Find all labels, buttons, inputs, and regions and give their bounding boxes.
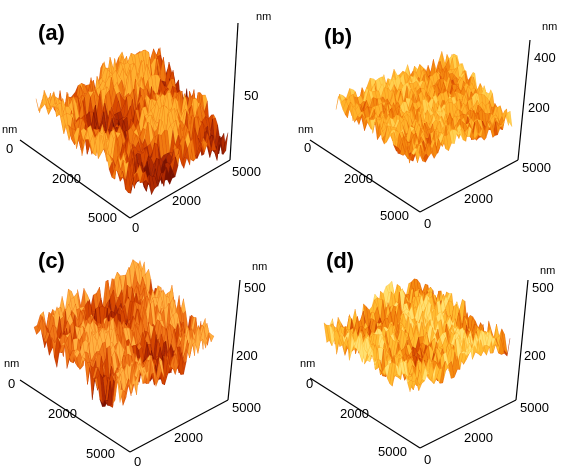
x-tick-b-5000: 5000: [522, 160, 551, 175]
panel-label-a: (a): [38, 20, 65, 45]
z-unit-c: nm: [252, 261, 267, 273]
y-unit-d: nm: [300, 358, 315, 370]
z-tick-a-50: 50: [244, 88, 258, 103]
panel-d: (d) nm 500 200 5000 2000 0 nm 0 2000 500…: [300, 248, 555, 467]
x-axis-b: [419, 159, 519, 213]
y-tick-d-2000: 2000: [340, 406, 369, 421]
y-tick-c-0: 0: [8, 376, 15, 391]
y-unit-a: nm: [2, 124, 17, 136]
x-tick-c-5000: 5000: [232, 400, 261, 415]
y-tick-d-5000: 5000: [378, 444, 407, 459]
z-tick-d-200: 200: [524, 348, 546, 363]
y-tick-b-2000: 2000: [344, 171, 373, 186]
surface-a: [35, 47, 229, 196]
z-tick-b-400: 400: [534, 50, 556, 65]
x-tick-b-2000: 2000: [464, 191, 493, 206]
x-tick-c-0: 0: [134, 454, 141, 469]
panel-c: (c) nm 500 200 5000 2000 0 nm 0 2000 500…: [4, 248, 267, 469]
z-unit-b: nm: [542, 21, 557, 33]
x-axis-a: [129, 159, 231, 219]
surface-c: [33, 259, 215, 408]
x-tick-a-0: 0: [132, 220, 139, 235]
x-tick-a-2000: 2000: [172, 193, 201, 208]
x-tick-d-2000: 2000: [464, 430, 493, 445]
z-tick-c-200: 200: [236, 348, 258, 363]
y-axis-a: [19, 139, 131, 219]
surface-facet: [411, 147, 418, 156]
y-tick-d-0: 0: [306, 376, 313, 391]
surface-facet: [125, 170, 132, 194]
surface-d: [323, 278, 511, 393]
y-unit-c: nm: [4, 358, 19, 370]
y-tick-a-5000: 5000: [88, 210, 117, 225]
y-axis-b: [309, 139, 421, 213]
y-tick-c-2000: 2000: [48, 406, 77, 421]
panel-label-c: (c): [38, 248, 65, 273]
x-tick-d-0: 0: [424, 452, 431, 467]
z-axis-c: [227, 279, 241, 401]
x-tick-d-5000: 5000: [520, 400, 549, 415]
z-unit-a: nm: [256, 11, 271, 23]
y-tick-b-5000: 5000: [380, 208, 409, 223]
x-tick-b-0: 0: [424, 216, 431, 231]
y-tick-a-2000: 2000: [52, 171, 81, 186]
y-tick-c-5000: 5000: [86, 446, 115, 461]
panel-label-d: (d): [326, 248, 354, 273]
x-tick-c-2000: 2000: [174, 430, 203, 445]
surface-b: [335, 51, 513, 164]
y-unit-b: nm: [298, 124, 313, 136]
z-unit-d: nm: [540, 265, 555, 277]
panel-label-b: (b): [324, 24, 352, 49]
z-tick-c-500: 500: [244, 280, 266, 295]
x-tick-a-5000: 5000: [232, 164, 261, 179]
z-axis-b: [517, 39, 531, 161]
panel-a: (a) nm 50 5000 2000 0 nm 0 2000 5000: [2, 11, 271, 235]
panel-b: (b) nm 400 200 5000 2000 0 nm 0 2000 500…: [298, 21, 557, 231]
z-axis-d: [515, 279, 529, 401]
z-tick-d-500: 500: [532, 280, 554, 295]
z-tick-b-200: 200: [528, 100, 550, 115]
y-tick-b-0: 0: [304, 140, 311, 155]
y-tick-a-0: 0: [6, 141, 13, 156]
z-axis-a: [229, 22, 239, 161]
